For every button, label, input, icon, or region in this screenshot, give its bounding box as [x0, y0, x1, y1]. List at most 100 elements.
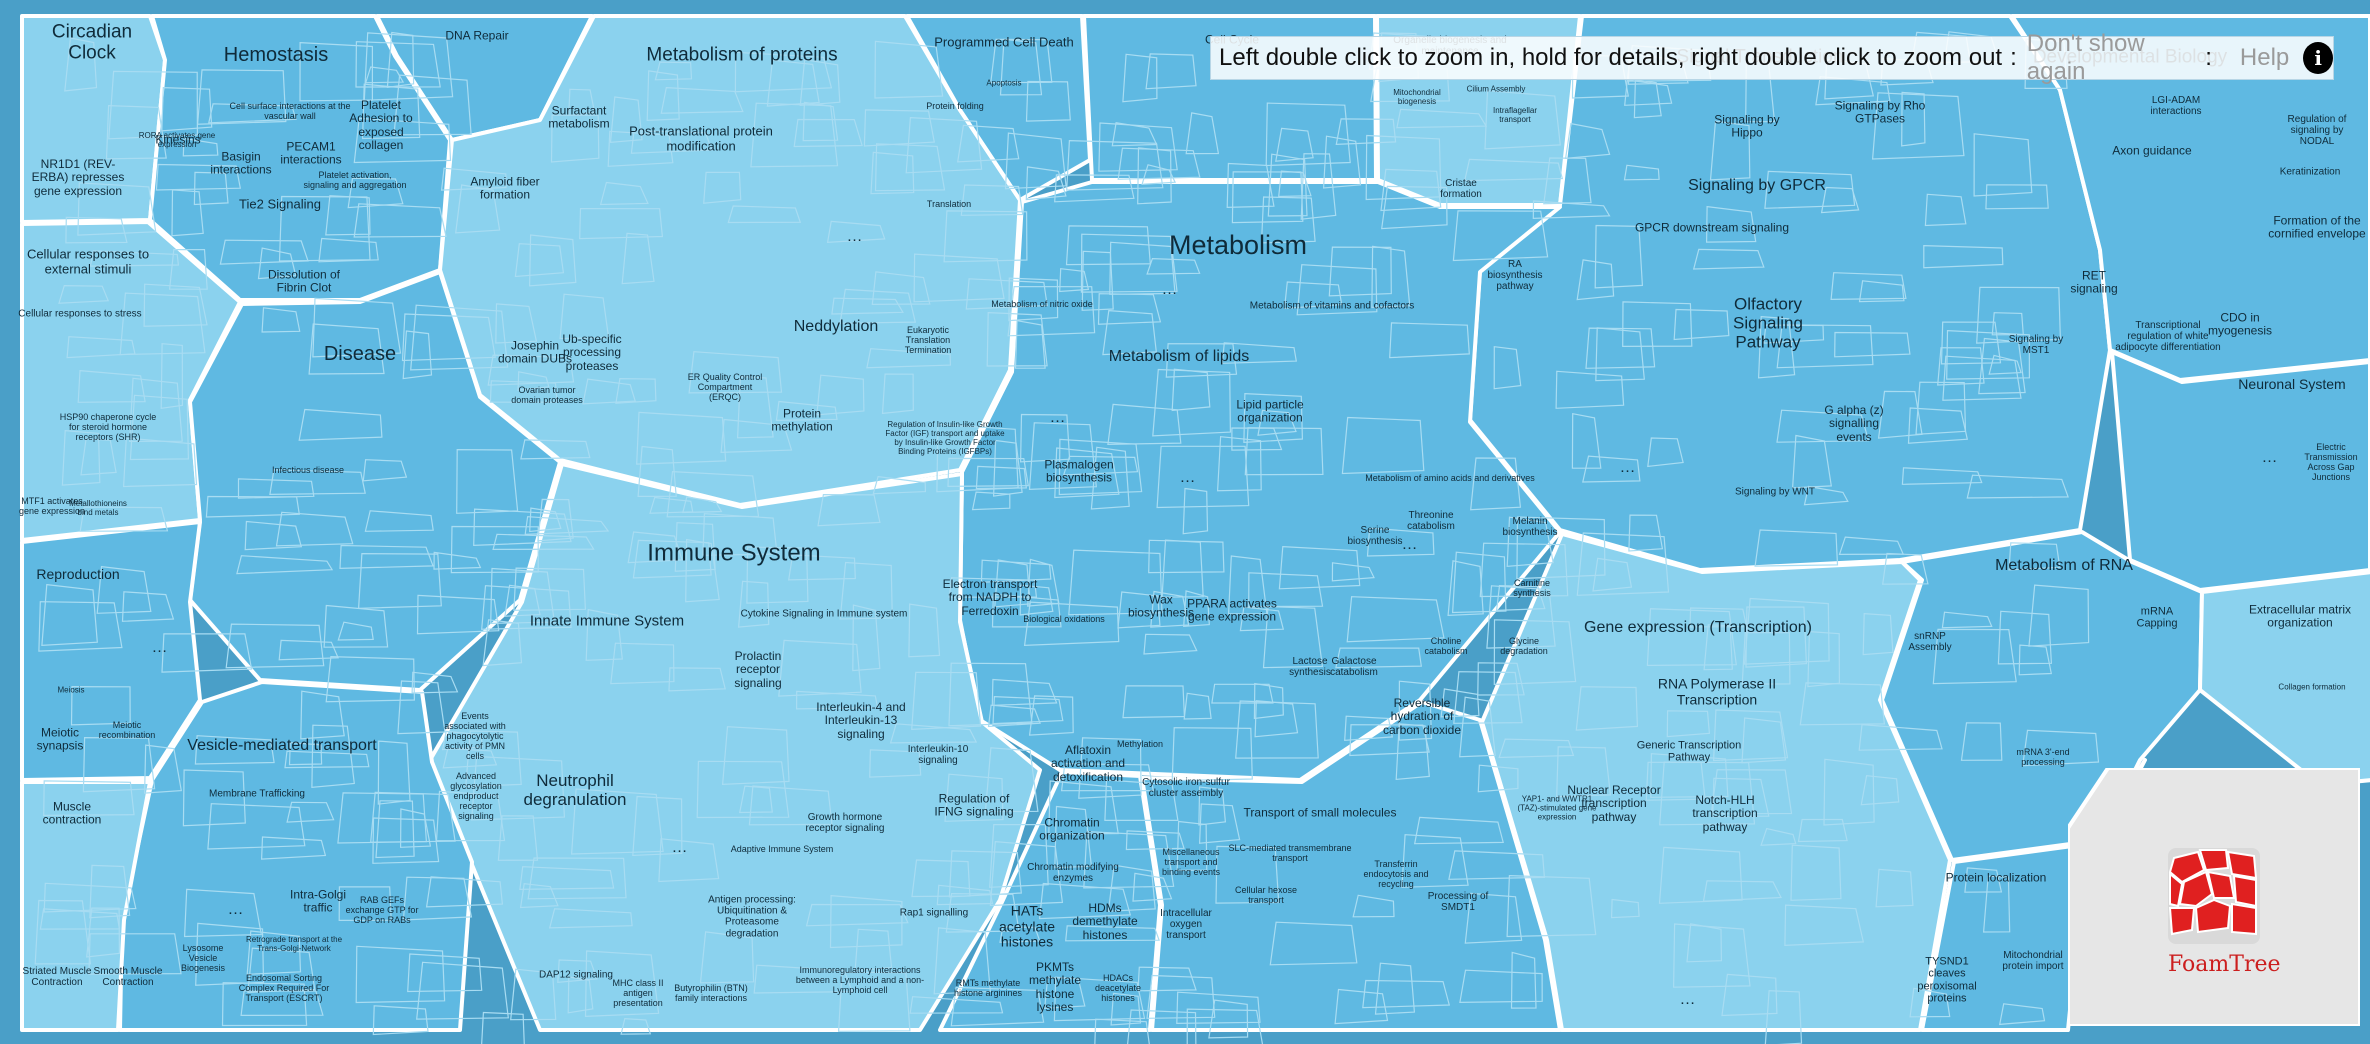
pathway-label[interactable]: Intracellular oxygen transport: [1160, 908, 1212, 942]
sub-cell[interactable]: [393, 74, 472, 136]
sub-cell[interactable]: [129, 377, 183, 443]
sub-cell[interactable]: [473, 508, 572, 547]
sub-cell[interactable]: [143, 283, 208, 327]
pathway-label[interactable]: Intraflagellar transport: [1492, 106, 1538, 124]
sub-cell[interactable]: [913, 253, 1005, 303]
sub-cell[interactable]: [1257, 409, 1297, 436]
pathway-label[interactable]: Choline catabolism: [1424, 635, 1468, 656]
pathway-label[interactable]: Threonine catabolism: [1407, 509, 1455, 532]
sub-cell[interactable]: [1260, 196, 1316, 244]
pathway-label[interactable]: HDACs deacetylate histones: [1094, 972, 1142, 1004]
sub-cell[interactable]: [1269, 921, 1358, 966]
sub-cell[interactable]: [1452, 210, 1549, 262]
sub-cell[interactable]: [1973, 133, 2033, 197]
sub-cell[interactable]: [636, 411, 727, 465]
pathway-label[interactable]: DAP12 signaling: [539, 969, 613, 981]
sub-cell[interactable]: [497, 815, 539, 861]
sub-cell[interactable]: [753, 964, 853, 994]
sub-cell[interactable]: [399, 808, 432, 848]
sub-cell[interactable]: [182, 769, 246, 827]
sub-cell[interactable]: [863, 109, 936, 147]
sub-cell[interactable]: [1875, 868, 1914, 908]
pathway-label[interactable]: Translation: [926, 198, 972, 209]
sub-cell[interactable]: [610, 642, 675, 685]
sub-cell[interactable]: [513, 567, 587, 611]
sub-cell[interactable]: [1463, 158, 1564, 182]
sub-cell[interactable]: [1506, 516, 1554, 568]
sub-cell[interactable]: [108, 70, 199, 140]
pathway-label[interactable]: Neddylation: [793, 318, 879, 336]
sub-cell[interactable]: [1248, 572, 1324, 608]
pathway-label[interactable]: Regulation of IFNG signaling: [934, 791, 1014, 819]
collapsed-more-marker[interactable]: …: [2261, 449, 2279, 467]
pathway-label[interactable]: Retrograde transport at the Trans-Golgi-…: [245, 935, 343, 953]
sub-cell[interactable]: [630, 130, 713, 154]
sub-cell[interactable]: [171, 189, 204, 237]
sub-cell[interactable]: [874, 40, 944, 99]
pathway-label[interactable]: CDO in myogenesis: [2207, 310, 2273, 338]
sub-cell[interactable]: [1125, 830, 1185, 851]
sub-cell[interactable]: [77, 369, 146, 403]
sub-cell[interactable]: [1937, 347, 1985, 386]
pathway-label[interactable]: Dissolution of Fibrin Clot: [267, 267, 341, 295]
sub-cell[interactable]: [375, 800, 415, 859]
sub-cell[interactable]: [1705, 205, 1757, 243]
sub-cell[interactable]: [1083, 830, 1175, 889]
pathway-label[interactable]: Carnitine synthesis: [1513, 577, 1551, 598]
sub-cell[interactable]: [161, 86, 213, 132]
group-cell-disease[interactable]: [188, 270, 562, 692]
sub-cell[interactable]: [397, 680, 446, 735]
sub-cell[interactable]: [520, 439, 591, 460]
sub-cell[interactable]: [410, 304, 509, 371]
sub-cell[interactable]: [65, 216, 128, 244]
pathway-label[interactable]: Innate Immune System: [529, 612, 685, 630]
sub-cell[interactable]: [615, 377, 657, 404]
pathway-label[interactable]: RMTs methylate histone arginines: [953, 977, 1023, 998]
sub-cell[interactable]: [288, 741, 323, 766]
pathway-label[interactable]: Cytosolic iron-sulfur cluster assembly: [1142, 776, 1230, 799]
sub-cell[interactable]: [347, 177, 404, 209]
pathway-label[interactable]: Chromatin modifying enzymes: [1027, 861, 1119, 884]
sub-cell[interactable]: [599, 181, 649, 206]
sub-cell[interactable]: [1262, 605, 1324, 669]
sub-cell[interactable]: [1335, 647, 1422, 669]
sub-cell[interactable]: [1760, 827, 1797, 846]
sub-cell[interactable]: [1019, 413, 1071, 463]
sub-cell[interactable]: [1830, 272, 1907, 301]
sub-cell[interactable]: [1440, 688, 1480, 718]
sub-cell[interactable]: [160, 343, 184, 409]
sub-cell[interactable]: [826, 220, 886, 244]
sub-cell[interactable]: [325, 655, 416, 703]
sub-cell[interactable]: [1712, 777, 1770, 818]
sub-cell[interactable]: [416, 594, 500, 635]
sub-cell[interactable]: [1623, 164, 1660, 181]
sub-cell[interactable]: [948, 850, 1022, 898]
sub-cell[interactable]: [407, 953, 483, 993]
sub-cell[interactable]: [1582, 455, 1641, 483]
sub-cell[interactable]: [489, 380, 558, 403]
sub-cell[interactable]: [1081, 250, 1114, 311]
sub-cell[interactable]: [269, 469, 366, 496]
sub-cell[interactable]: [666, 470, 760, 518]
sub-cell[interactable]: [1183, 692, 1212, 720]
sub-cell[interactable]: [122, 437, 198, 488]
sub-cell[interactable]: [1025, 166, 1067, 201]
pathway-label[interactable]: Growth hormone receptor signaling: [805, 811, 885, 834]
sub-cell[interactable]: [874, 143, 946, 192]
sub-cell[interactable]: [1776, 324, 1874, 369]
sub-cell[interactable]: [688, 351, 783, 394]
sub-cell[interactable]: [318, 237, 379, 263]
pathway-label[interactable]: Josephin domain DUBs: [497, 338, 573, 366]
pathway-label[interactable]: Advanced glycosylation endproduct recept…: [450, 770, 502, 822]
sub-cell[interactable]: [1381, 185, 1448, 230]
sub-cell[interactable]: [1182, 487, 1209, 535]
sub-cell[interactable]: [750, 102, 839, 168]
sub-cell[interactable]: [1090, 446, 1130, 510]
pathway-label[interactable]: Reversible hydration of carbon dioxide: [1382, 695, 1462, 737]
pathway-label[interactable]: Metabolism of nitric oxide: [991, 298, 1093, 309]
sub-cell[interactable]: [278, 195, 371, 262]
pathway-label[interactable]: MTF1 activates gene expression: [18, 495, 86, 516]
sub-cell[interactable]: [948, 662, 1033, 727]
sub-cell[interactable]: [557, 959, 598, 983]
sub-cell[interactable]: [1646, 608, 1737, 667]
